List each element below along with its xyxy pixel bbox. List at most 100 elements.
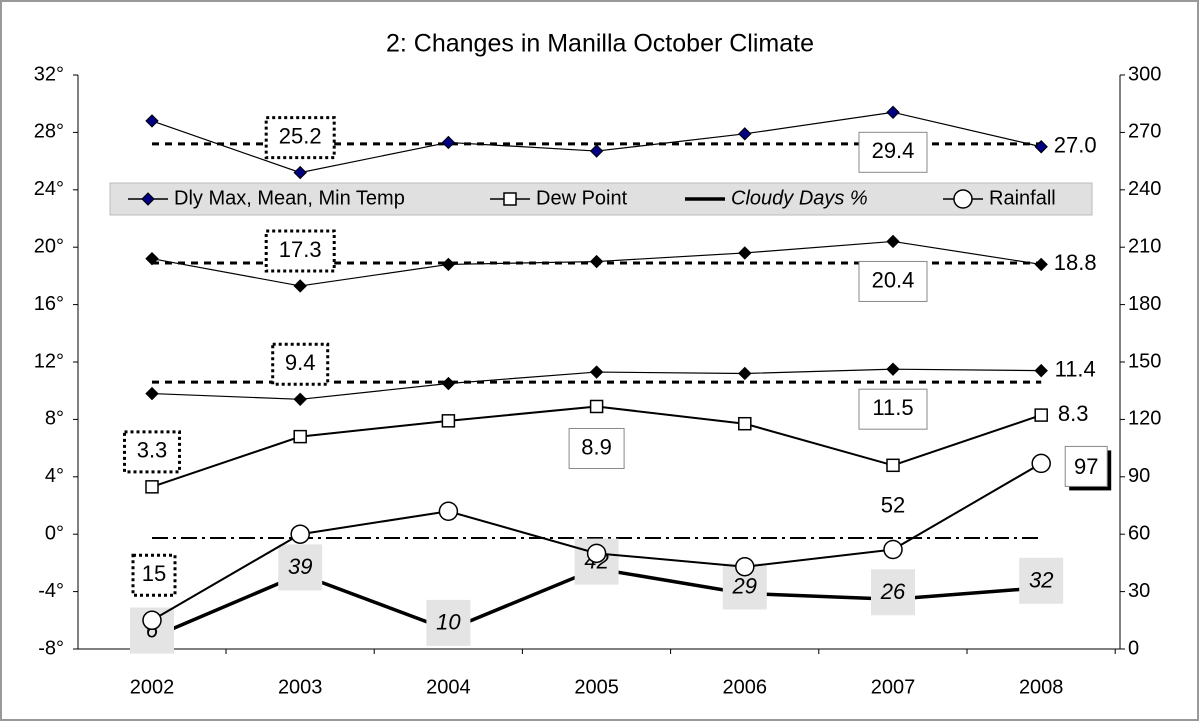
data-label: 25.2 bbox=[279, 123, 322, 148]
marker bbox=[441, 414, 456, 428]
y-tick-label: -8° bbox=[38, 637, 64, 659]
y2-tick-label: 60 bbox=[1128, 522, 1150, 544]
y2-tick-label: 150 bbox=[1128, 350, 1161, 372]
marker bbox=[738, 366, 752, 381]
y-tick-label: 16° bbox=[34, 293, 64, 315]
marker bbox=[586, 543, 607, 564]
marker bbox=[1034, 140, 1048, 154]
marker bbox=[886, 234, 900, 249]
y2-tick-label: 270 bbox=[1128, 121, 1161, 143]
marker bbox=[145, 480, 159, 494]
legend bbox=[109, 182, 1093, 216]
x-tick-label: 2002 bbox=[130, 676, 175, 698]
marker bbox=[438, 501, 459, 521]
marker bbox=[1034, 363, 1048, 378]
label-box bbox=[264, 229, 336, 273]
marker bbox=[290, 524, 310, 544]
legend-label: Rainfall bbox=[989, 187, 1056, 209]
marker bbox=[142, 610, 162, 631]
label-box bbox=[271, 342, 330, 386]
label-box bbox=[1019, 557, 1064, 604]
data-label: 29.4 bbox=[872, 138, 915, 163]
data-label: 8.3 bbox=[1058, 401, 1089, 426]
y-tick-label: 28° bbox=[34, 121, 64, 143]
marker bbox=[503, 192, 517, 206]
y-tick-label: 8° bbox=[45, 408, 64, 430]
label-box bbox=[131, 553, 177, 597]
y2-tick-label: 30 bbox=[1128, 580, 1150, 602]
x-tick-label: 2006 bbox=[723, 676, 768, 698]
marker bbox=[735, 556, 755, 577]
label-box bbox=[1064, 445, 1108, 487]
x-tick-label: 2008 bbox=[1019, 676, 1064, 698]
label-box bbox=[278, 544, 323, 591]
y-tick-label: 0° bbox=[45, 522, 64, 544]
data-label: 17.3 bbox=[279, 237, 322, 262]
data-label: 9.4 bbox=[285, 350, 316, 375]
marker bbox=[1034, 257, 1048, 272]
y2-tick-label: 90 bbox=[1128, 465, 1150, 487]
data-label: 8.9 bbox=[581, 434, 612, 459]
marker bbox=[141, 192, 155, 206]
marker bbox=[1031, 453, 1051, 474]
y-tick-label: 32° bbox=[34, 63, 64, 85]
marker bbox=[293, 279, 307, 293]
x-tick-label: 2005 bbox=[574, 676, 619, 698]
marker bbox=[738, 127, 752, 141]
legend-label: Cloudy Days % bbox=[731, 187, 868, 209]
data-label: 27.0 bbox=[1054, 133, 1097, 158]
data-label: 20.4 bbox=[872, 267, 915, 292]
legend-label: Dew Point bbox=[536, 187, 628, 209]
y2-tick-label: 0 bbox=[1128, 637, 1139, 659]
marker bbox=[145, 114, 159, 128]
y-tick-label: 24° bbox=[34, 178, 64, 200]
marker bbox=[441, 376, 456, 391]
data-label: 52 bbox=[881, 492, 905, 517]
y-tick-label: -4° bbox=[38, 580, 64, 602]
label-box bbox=[123, 430, 181, 474]
marker bbox=[589, 399, 604, 414]
data-label: 10 bbox=[436, 610, 461, 635]
marker bbox=[738, 416, 752, 431]
data-label: 39 bbox=[288, 554, 312, 579]
data-label: 18.8 bbox=[1054, 250, 1097, 275]
x-tick-label: 2007 bbox=[871, 676, 916, 698]
label-box bbox=[858, 260, 928, 302]
marker bbox=[145, 251, 159, 266]
y-tick-label: 12° bbox=[34, 350, 64, 372]
label-box bbox=[871, 569, 915, 616]
chart-title: 2: Changes in Manilla October Climate bbox=[386, 30, 814, 58]
data-label: 15 bbox=[142, 561, 166, 586]
legend-label: Dly Max, Mean, Min Temp bbox=[174, 187, 405, 209]
y2-tick-label: 240 bbox=[1128, 178, 1161, 200]
marker bbox=[1034, 408, 1048, 422]
data-label: 32 bbox=[1029, 568, 1053, 593]
data-label: 97 bbox=[1074, 454, 1098, 479]
y2-tick-label: 120 bbox=[1128, 408, 1161, 430]
label-box bbox=[426, 599, 471, 646]
marker bbox=[293, 165, 307, 180]
y2-tick-label: 180 bbox=[1128, 293, 1161, 315]
marker bbox=[589, 254, 604, 269]
marker bbox=[738, 246, 752, 260]
x-tick-label: 2003 bbox=[278, 676, 323, 698]
marker bbox=[953, 189, 973, 209]
marker bbox=[589, 144, 604, 158]
marker bbox=[441, 135, 456, 150]
marker bbox=[886, 105, 900, 120]
y-tick-label: 4° bbox=[45, 465, 64, 487]
label-box bbox=[264, 116, 336, 160]
marker bbox=[293, 392, 307, 407]
marker bbox=[886, 362, 900, 376]
y-tick-label: 20° bbox=[34, 235, 64, 257]
data-label: 3.3 bbox=[137, 438, 168, 463]
label-box bbox=[568, 427, 625, 469]
data-label: 11.4 bbox=[1055, 356, 1096, 381]
y2-tick-label: 300 bbox=[1128, 63, 1161, 85]
marker bbox=[886, 458, 900, 473]
marker bbox=[441, 257, 456, 272]
data-label: 29 bbox=[732, 573, 757, 598]
data-label: 11.5 bbox=[872, 395, 913, 420]
